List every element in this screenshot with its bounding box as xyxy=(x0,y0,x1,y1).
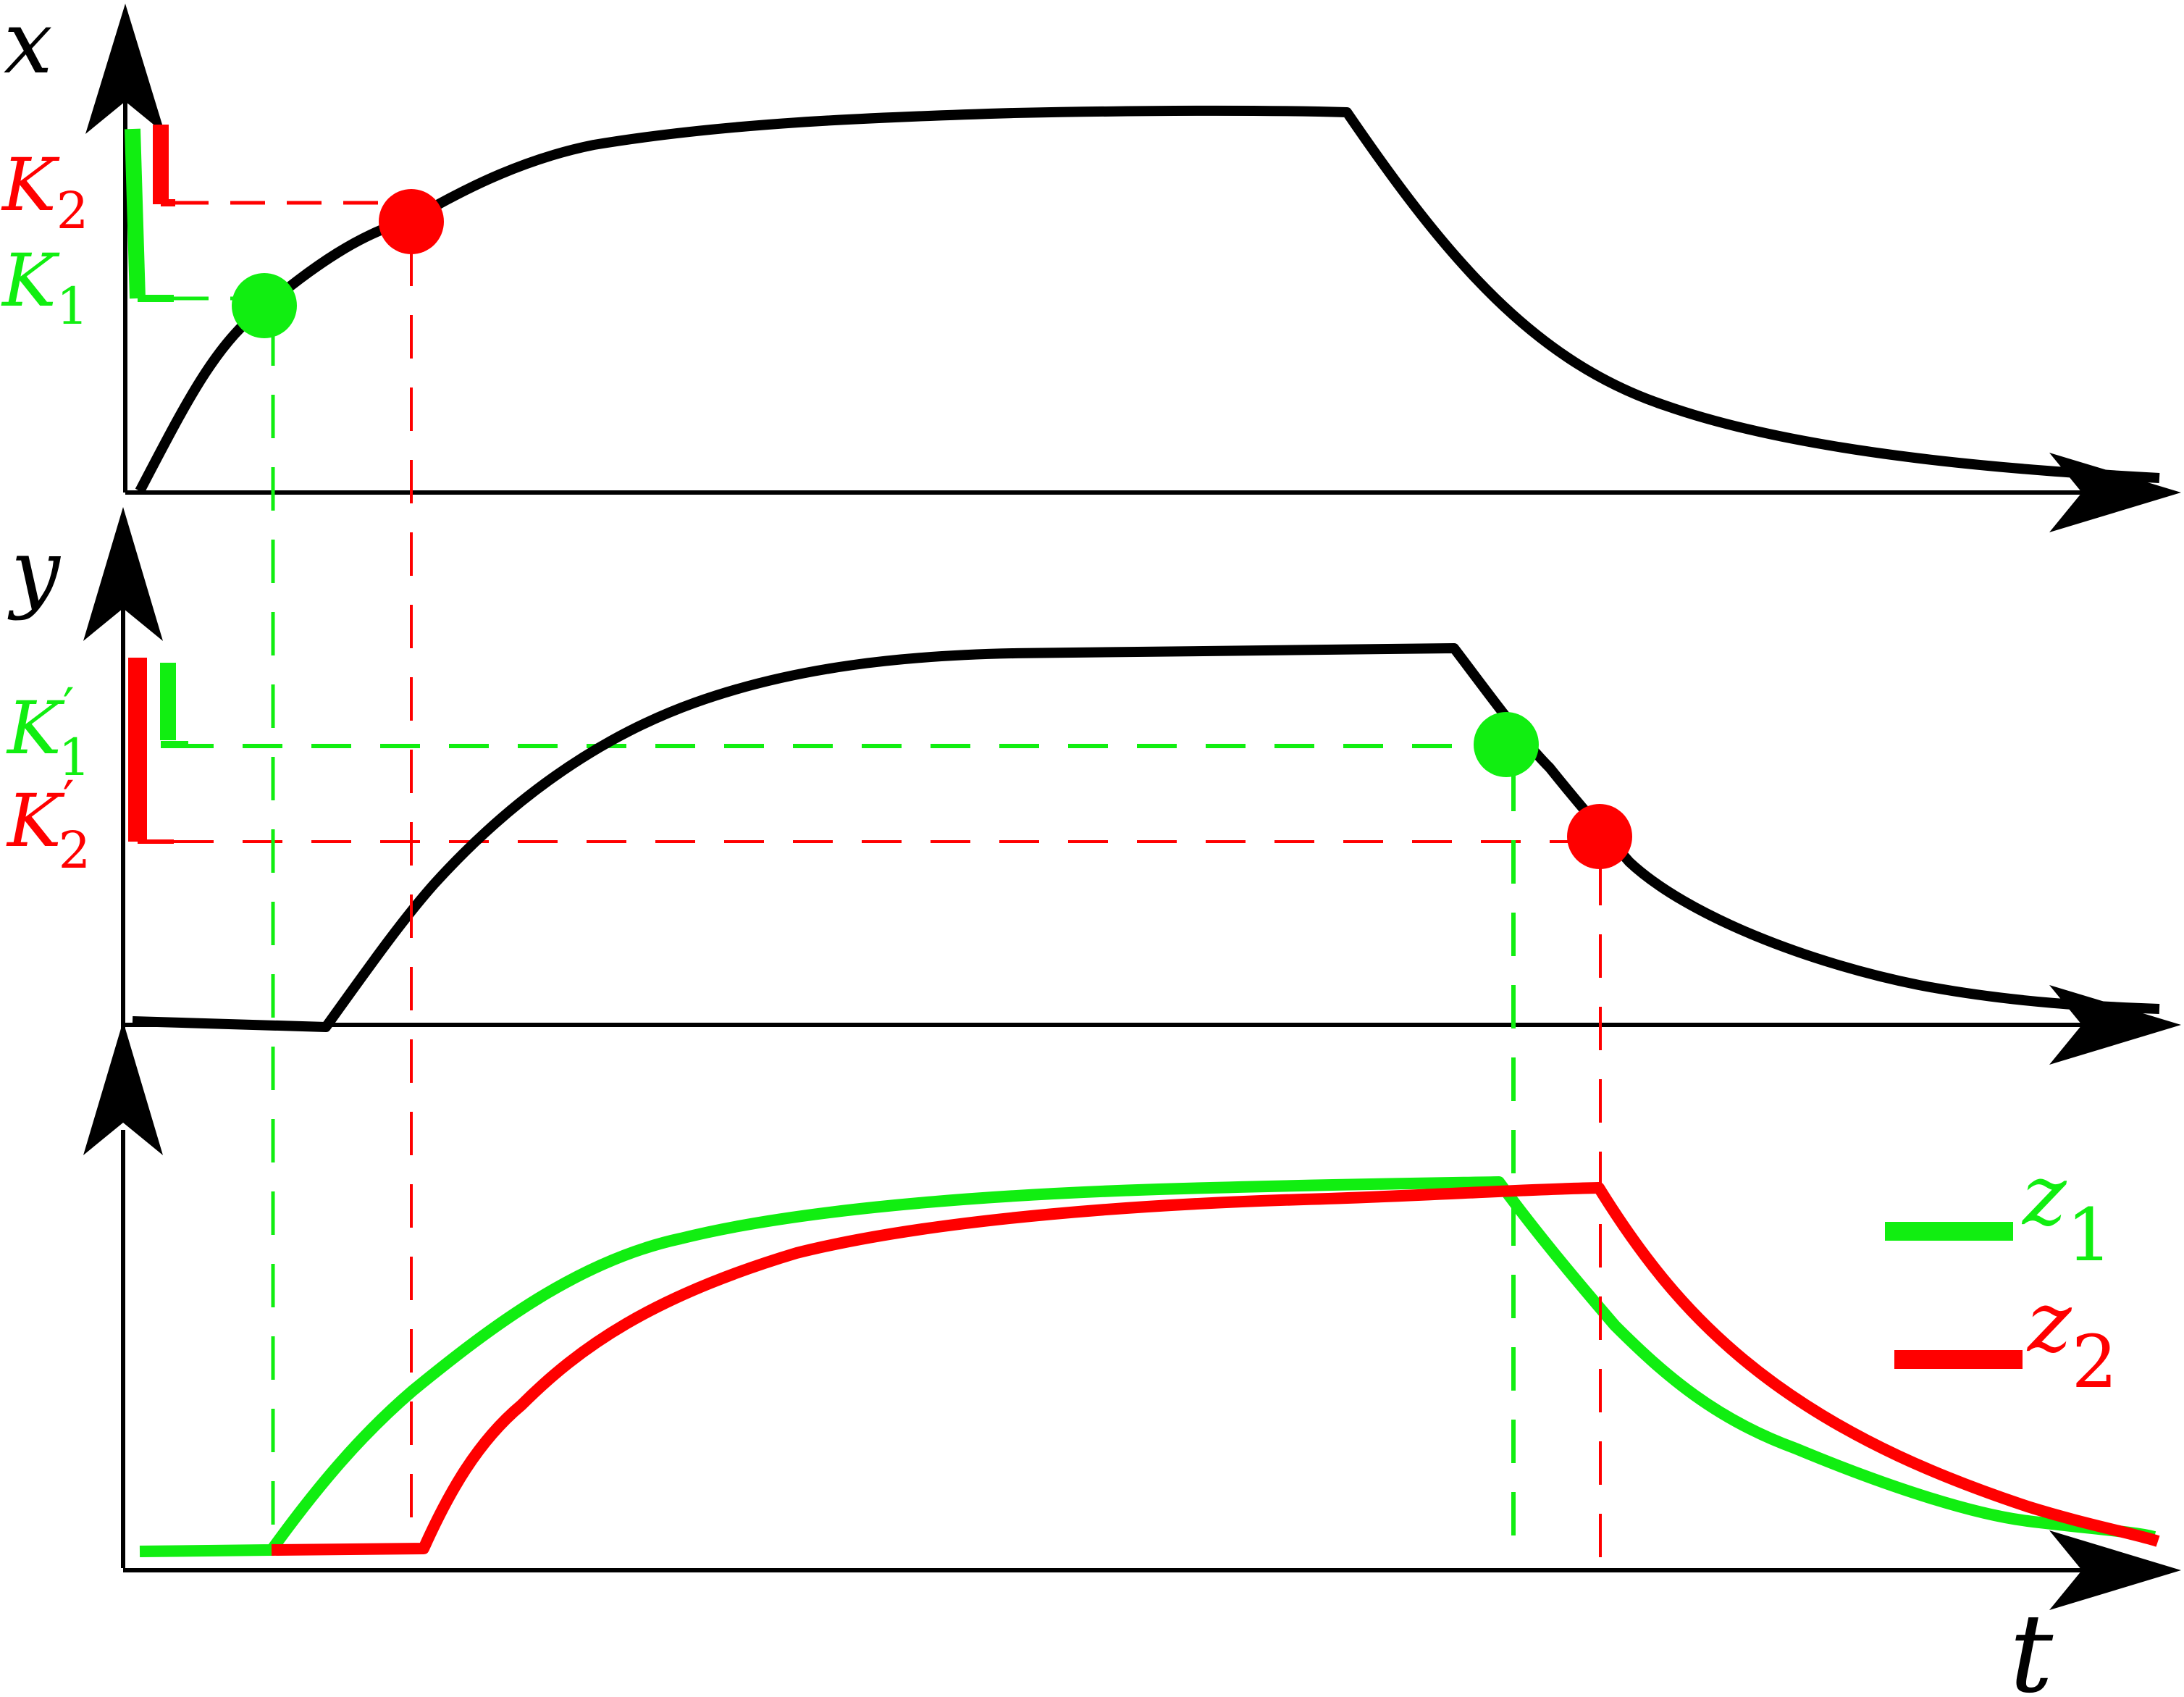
z2-curve xyxy=(271,1182,2160,1556)
k1-crossing-dot xyxy=(232,273,297,338)
k1-label-sub: 1 xyxy=(56,277,89,336)
k2-label: K2 xyxy=(1,143,88,240)
z-axis-up-arrowhead xyxy=(83,1021,163,1155)
panel-x: x K2 K1 xyxy=(1,0,2181,532)
k2-label-sub: 2 xyxy=(56,181,89,240)
panel-y: y K′ 1 K′ 2 xyxy=(6,507,2181,1065)
k1-prime-label: K′ 1 xyxy=(6,677,91,787)
y-axis-label: y xyxy=(7,521,62,622)
legend-z2-sub: 2 xyxy=(2072,1320,2118,1404)
x-axis-label: x xyxy=(4,0,53,93)
x-axis-up-arrowhead xyxy=(85,4,165,134)
k2-prime-label-sub: 2 xyxy=(59,821,91,880)
k1-prime-mark: ′ xyxy=(63,677,75,737)
k2-prime-mark: ′ xyxy=(63,770,75,829)
z1-curve xyxy=(139,1176,2156,1557)
k2-prime-label: K′ 2 xyxy=(6,770,91,880)
k2-crossing-dot xyxy=(379,189,444,254)
y-axis-up-arrowhead xyxy=(83,507,163,641)
time-axis-right-arrowhead xyxy=(2049,1530,2181,1610)
vertical-guides xyxy=(271,243,1602,1568)
time-axis-label: t xyxy=(2009,1591,2054,1697)
y-signal-curve xyxy=(132,643,2160,1032)
legend-z2-label: z2 xyxy=(2026,1274,2117,1404)
k1-threshold-bar xyxy=(125,128,146,299)
k1-label: K1 xyxy=(1,238,88,336)
k1-prime-label-sub: 1 xyxy=(59,728,91,787)
panel-z: z1 z2 t xyxy=(83,1021,2181,1697)
legend-z1-label: z1 xyxy=(2021,1147,2112,1278)
k2-prime-crossing-dot xyxy=(1567,804,1632,869)
legend-z1-sub: 1 xyxy=(2067,1193,2113,1278)
x-signal-curve xyxy=(135,105,2160,494)
k1-prime-crossing-dot xyxy=(1474,712,1539,777)
